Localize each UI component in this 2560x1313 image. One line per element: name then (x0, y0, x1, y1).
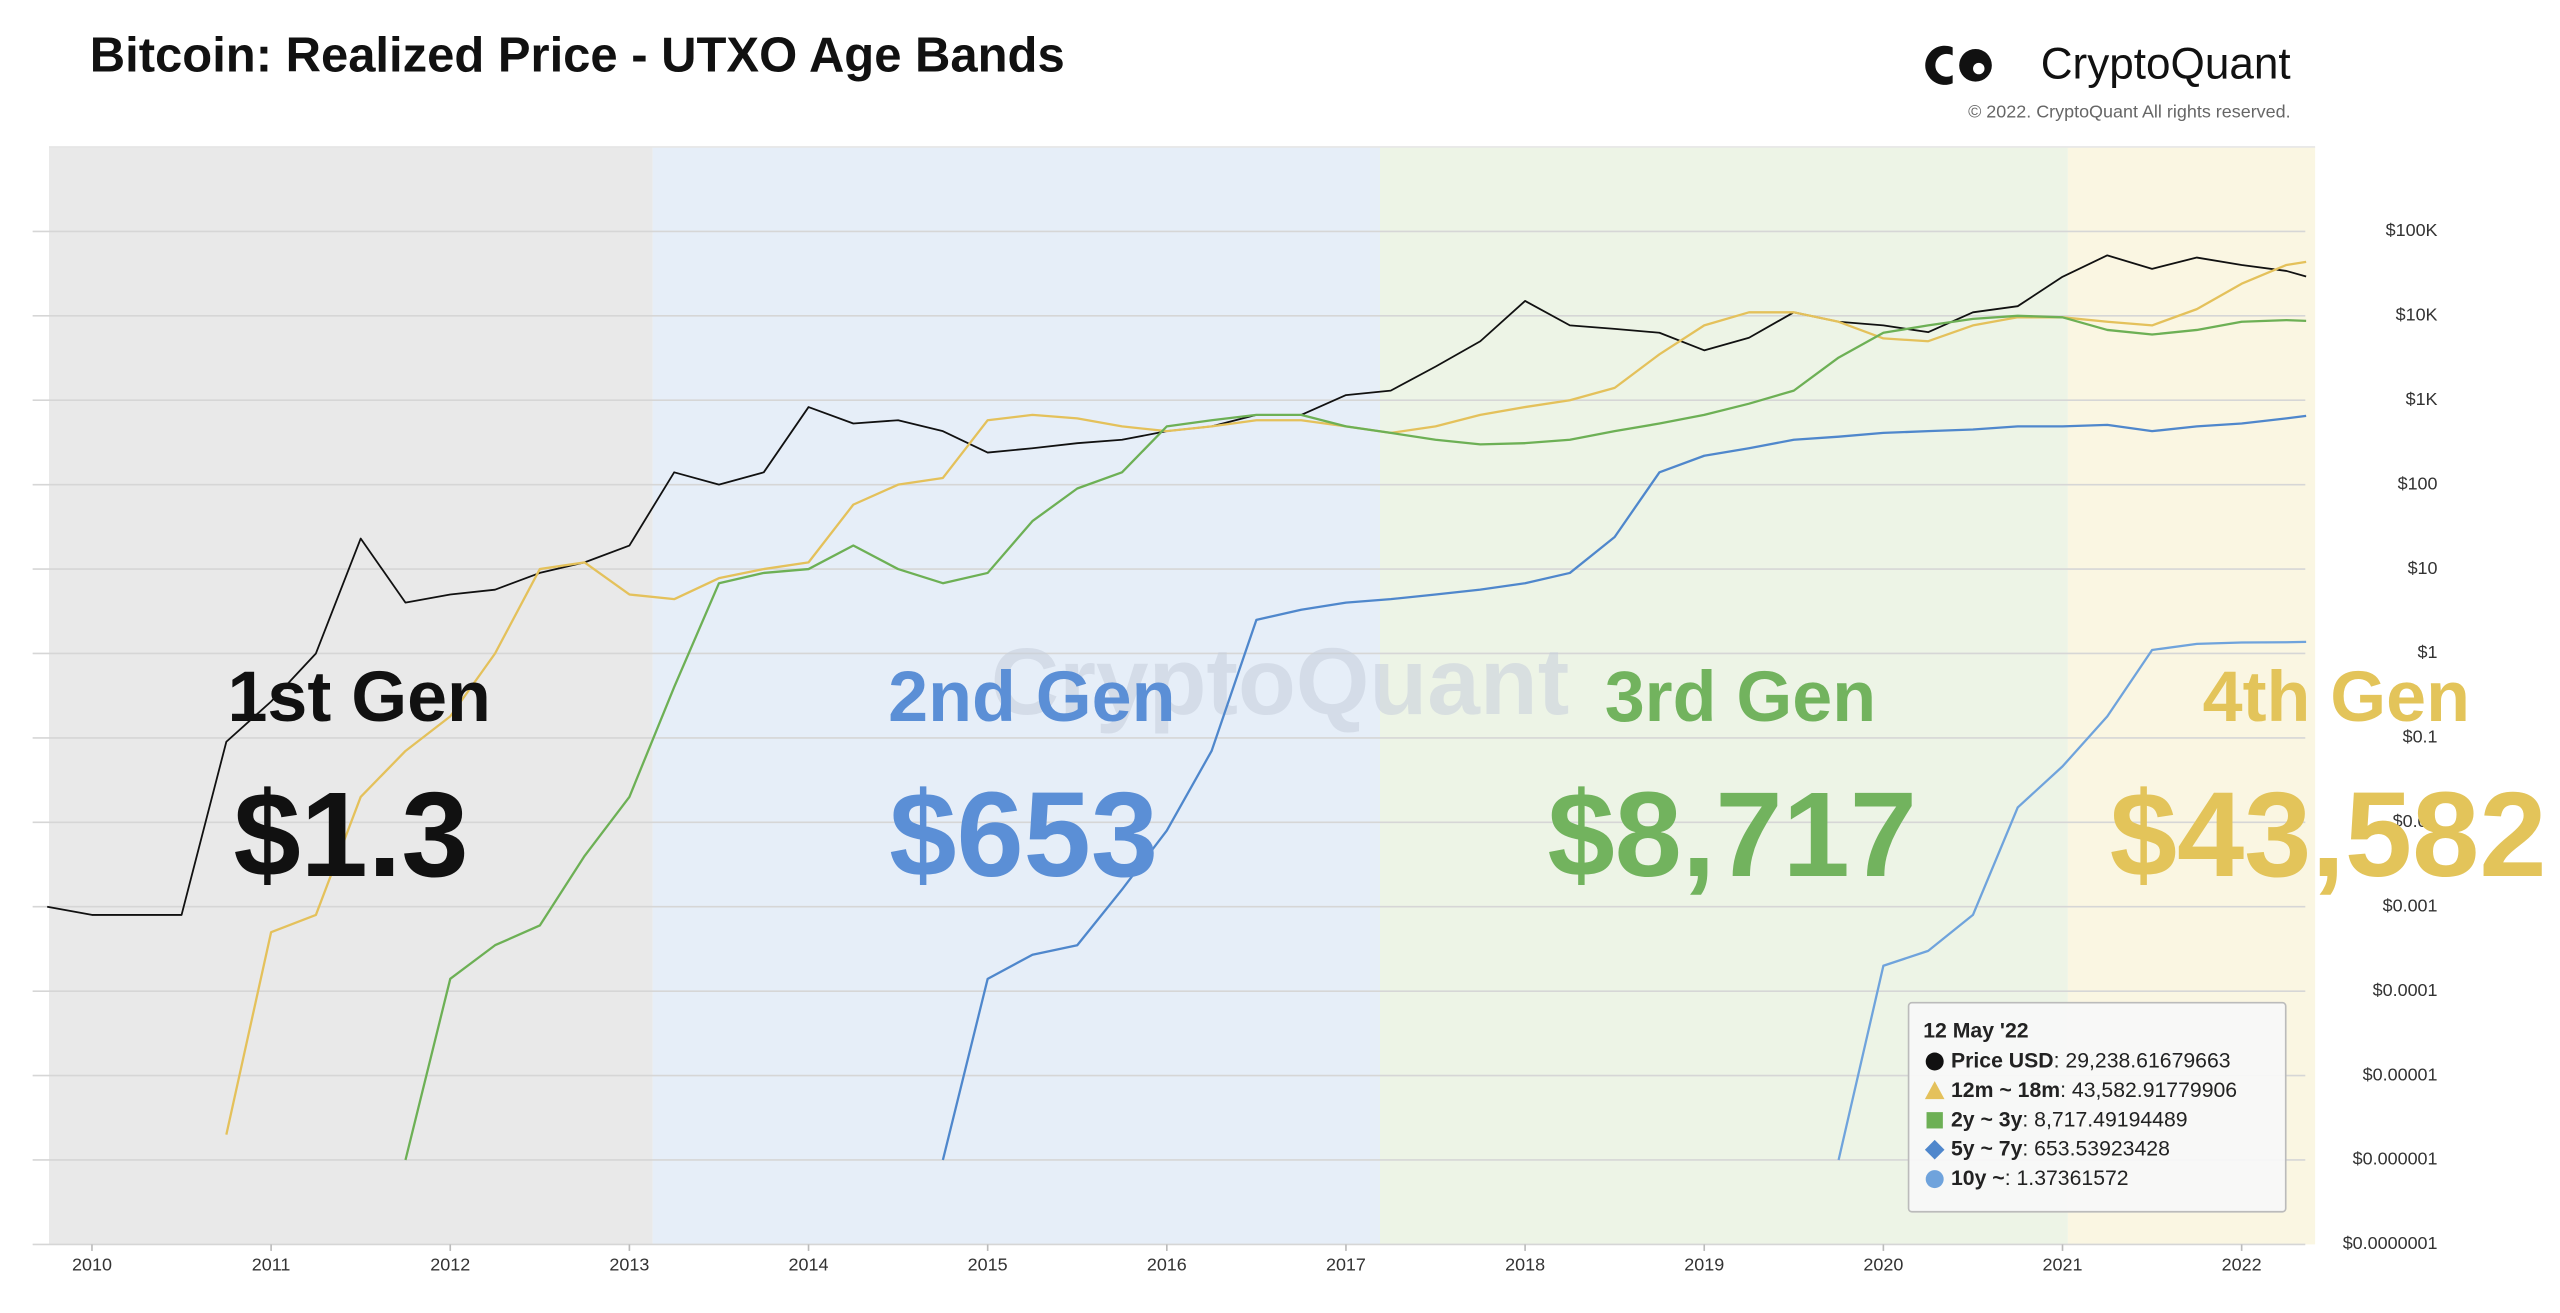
era-labels: 1st Gen $1.3 2nd Gen $653 3rd Gen $8,717 4th G… (227, 657, 2546, 902)
copyright: © 2022. CryptoQuant All rights reserved. (1968, 101, 2291, 121)
separator: : (2054, 1049, 2066, 1072)
chart-title: Bitcoin: Realized Price - UTXO Age Bands (90, 29, 1065, 83)
era-label: 1st Gen (227, 657, 490, 737)
x-tick-label: 2010 (72, 1254, 112, 1274)
lines (47, 254, 2307, 1161)
x-tick-label: 2012 (430, 1254, 470, 1274)
tooltip-title: 12 May '22 (1923, 1020, 2028, 1043)
era-band (652, 146, 1380, 1245)
tooltip-marker (1925, 1052, 1944, 1071)
y-tick-label: $0.0000001 (2343, 1233, 2438, 1253)
logo (1925, 45, 1992, 85)
x-tick-label: 2018 (1505, 1254, 1545, 1274)
y-tick-label: $100 (2398, 473, 2438, 493)
tooltip-value: 653.53923428 (2034, 1137, 2170, 1160)
x-tick-label: 2021 (2043, 1254, 2083, 1274)
era-label: 3rd Gen (1605, 657, 1876, 737)
brand: CryptoQuant (2041, 40, 2291, 89)
era-label: 4th Gen (2203, 657, 2470, 737)
x-tick-label: 2019 (1684, 1254, 1724, 1274)
logo-icon (1973, 62, 1985, 75)
tooltip-row: Price USD: 29,238.61679663 (1951, 1049, 2231, 1072)
tooltip-marker (1924, 1081, 1945, 1100)
tooltip-series-name: 10y ~ (1951, 1167, 2005, 1190)
tooltip-value: 43,582.91779906 (2072, 1079, 2237, 1102)
era-value: $653 (889, 767, 1158, 902)
separator: : (2022, 1137, 2034, 1160)
era-value: $8,717 (1547, 767, 1917, 902)
tooltip-row: 10y ~: 1.37361572 (1951, 1167, 2129, 1190)
tooltip-series-name: 2y ~ 3y (1951, 1108, 2023, 1131)
series-line (404, 314, 2307, 1161)
x-tick-label: 2020 (1863, 1254, 1903, 1274)
x-tick-label: 2022 (2222, 1254, 2262, 1274)
tooltip-value: 29,238.61679663 (2065, 1049, 2230, 1072)
separator: : (2060, 1079, 2072, 1102)
separator: : (2022, 1108, 2034, 1131)
era-value: $43,582 (2110, 767, 2547, 902)
tooltip-series-name: 12m ~ 18m (1951, 1079, 2060, 1102)
logo-icon (1925, 45, 1953, 85)
series-line (225, 260, 2307, 1135)
x-tick-label: 2017 (1326, 1254, 1366, 1274)
separator: : (2005, 1167, 2017, 1190)
tooltip-row: 2y ~ 3y: 8,717.49194489 (1951, 1108, 2188, 1131)
x-tick-label: 2011 (252, 1254, 291, 1274)
tooltip-row: 12m ~ 18m: 43,582.91779906 (1951, 1079, 2237, 1102)
tooltip-series-name: 5y ~ 7y (1951, 1137, 2023, 1160)
tooltip-series-name: Price USD (1951, 1049, 2054, 1072)
x-tick-label: 2015 (968, 1254, 1008, 1274)
y-tick-label: $0.01 (2393, 811, 2438, 831)
x-tick-label: 2016 (1147, 1254, 1187, 1274)
y-tick-label: $0.000001 (2353, 1149, 2438, 1169)
y-tick-label: $1 (2418, 642, 2438, 662)
x-tick-label: 2013 (609, 1254, 649, 1274)
tooltip-marker (1926, 1112, 1943, 1129)
y-tick-label: $0.1 (2403, 727, 2438, 747)
tooltip-marker (1925, 1170, 1944, 1189)
tooltip-value: 1.37361572 (2017, 1167, 2129, 1190)
y-tick-label: $0.0001 (2373, 980, 2438, 1000)
grid: $100K $10K $1K $100 $10 $1 $0.1 $0.01 $0.001 $0.0… (32, 146, 2438, 1274)
series-line (941, 414, 2307, 1161)
y-tick-label: $1K (2406, 389, 2438, 409)
y-tick-label: $10 (2408, 558, 2438, 578)
tooltip-box (1907, 1001, 2287, 1213)
tooltip-value: 8,717.49194489 (2034, 1108, 2187, 1131)
y-tick-label: $10K (2396, 305, 2438, 325)
y-tick-label: $100K (2386, 220, 2438, 240)
y-tick-label: $0.001 (2383, 895, 2438, 915)
era-label: 2nd Gen (888, 657, 1175, 737)
watermark: CryptoQuant (991, 629, 1570, 735)
era-band (48, 146, 653, 1245)
tooltip: 12 May '22 Price USD: 29,238.6167966312m… (1907, 1001, 2287, 1213)
tooltip-row: 5y ~ 7y: 653.53923428 (1951, 1137, 2170, 1160)
x-tick-label: 2014 (789, 1254, 829, 1274)
y-tick-label: $0.00001 (2363, 1064, 2438, 1084)
era-value: $1.3 (233, 767, 468, 902)
series-line (1837, 640, 2307, 1161)
